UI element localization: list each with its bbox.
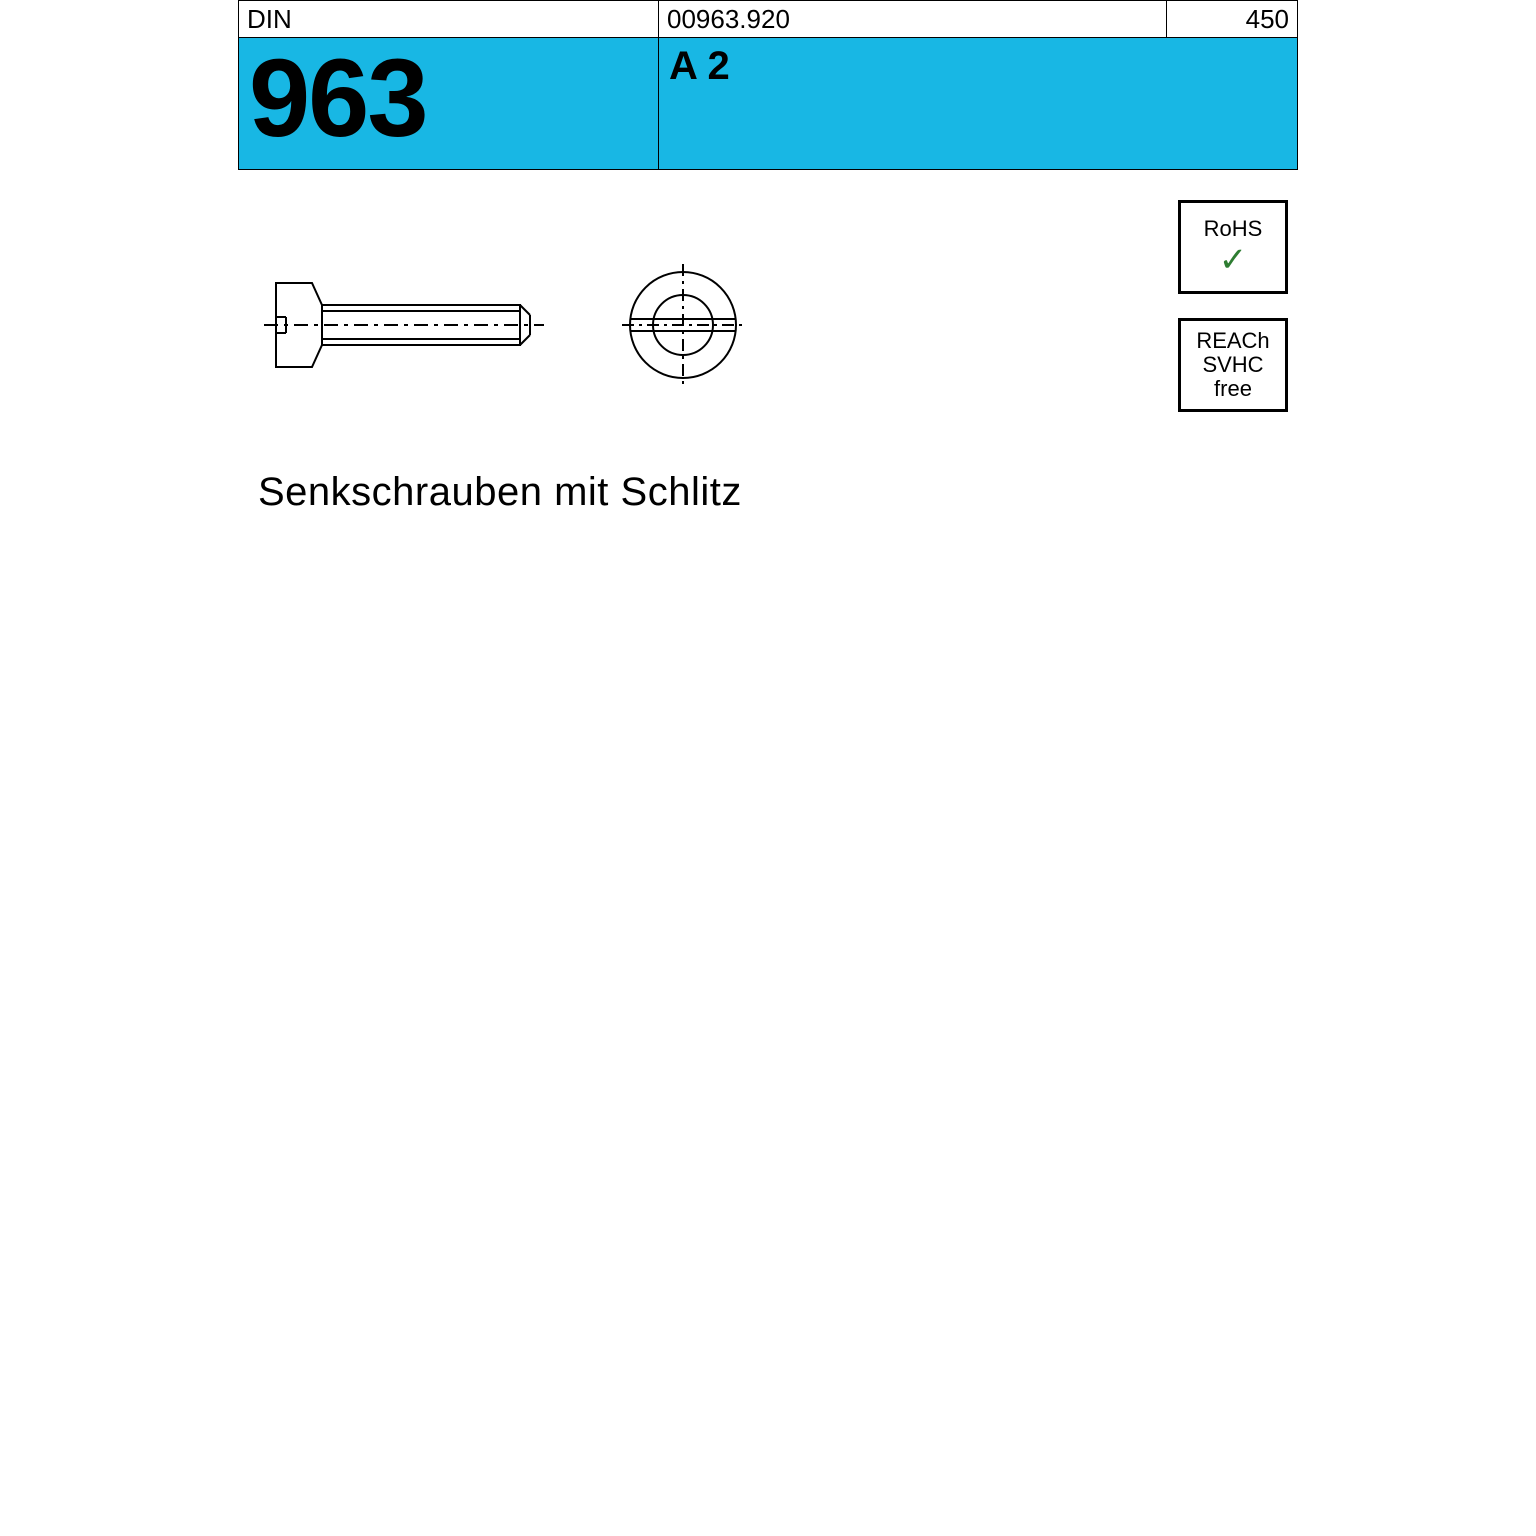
- reach-line1: REACh: [1196, 329, 1269, 353]
- check-icon: ✓: [1219, 243, 1248, 277]
- screw-side-view-icon: [258, 265, 558, 385]
- page-code: 450: [1246, 4, 1289, 35]
- reach-line2: SVHC: [1202, 353, 1263, 377]
- material-grade: A 2: [669, 44, 730, 89]
- article-code: 00963.920: [667, 4, 790, 35]
- reach-badge: REACh SVHC free: [1178, 318, 1288, 412]
- band-material-cell: A 2: [659, 38, 1297, 169]
- header-mid-cell: 00963.920: [659, 1, 1167, 37]
- datasheet-page: DIN 00963.920 450 963 A 2: [238, 0, 1298, 555]
- reach-line3: free: [1214, 377, 1252, 401]
- certification-column: RoHS ✓ REACh SVHC free: [1178, 200, 1288, 412]
- standard-band: 963 A 2: [238, 38, 1298, 170]
- din-label: DIN: [247, 4, 292, 35]
- product-description: Senkschrauben mit Schlitz: [238, 460, 1298, 555]
- technical-drawings: [258, 210, 748, 440]
- header-left-cell: DIN: [239, 1, 659, 37]
- band-number-cell: 963: [239, 38, 659, 169]
- rohs-badge: RoHS ✓: [1178, 200, 1288, 294]
- standard-number: 963: [249, 44, 427, 154]
- drawing-area: RoHS ✓ REACh SVHC free: [238, 170, 1298, 460]
- header-row: DIN 00963.920 450: [238, 0, 1298, 38]
- screw-front-view-icon: [618, 260, 748, 390]
- header-right-cell: 450: [1167, 1, 1297, 37]
- rohs-label: RoHS: [1204, 217, 1263, 241]
